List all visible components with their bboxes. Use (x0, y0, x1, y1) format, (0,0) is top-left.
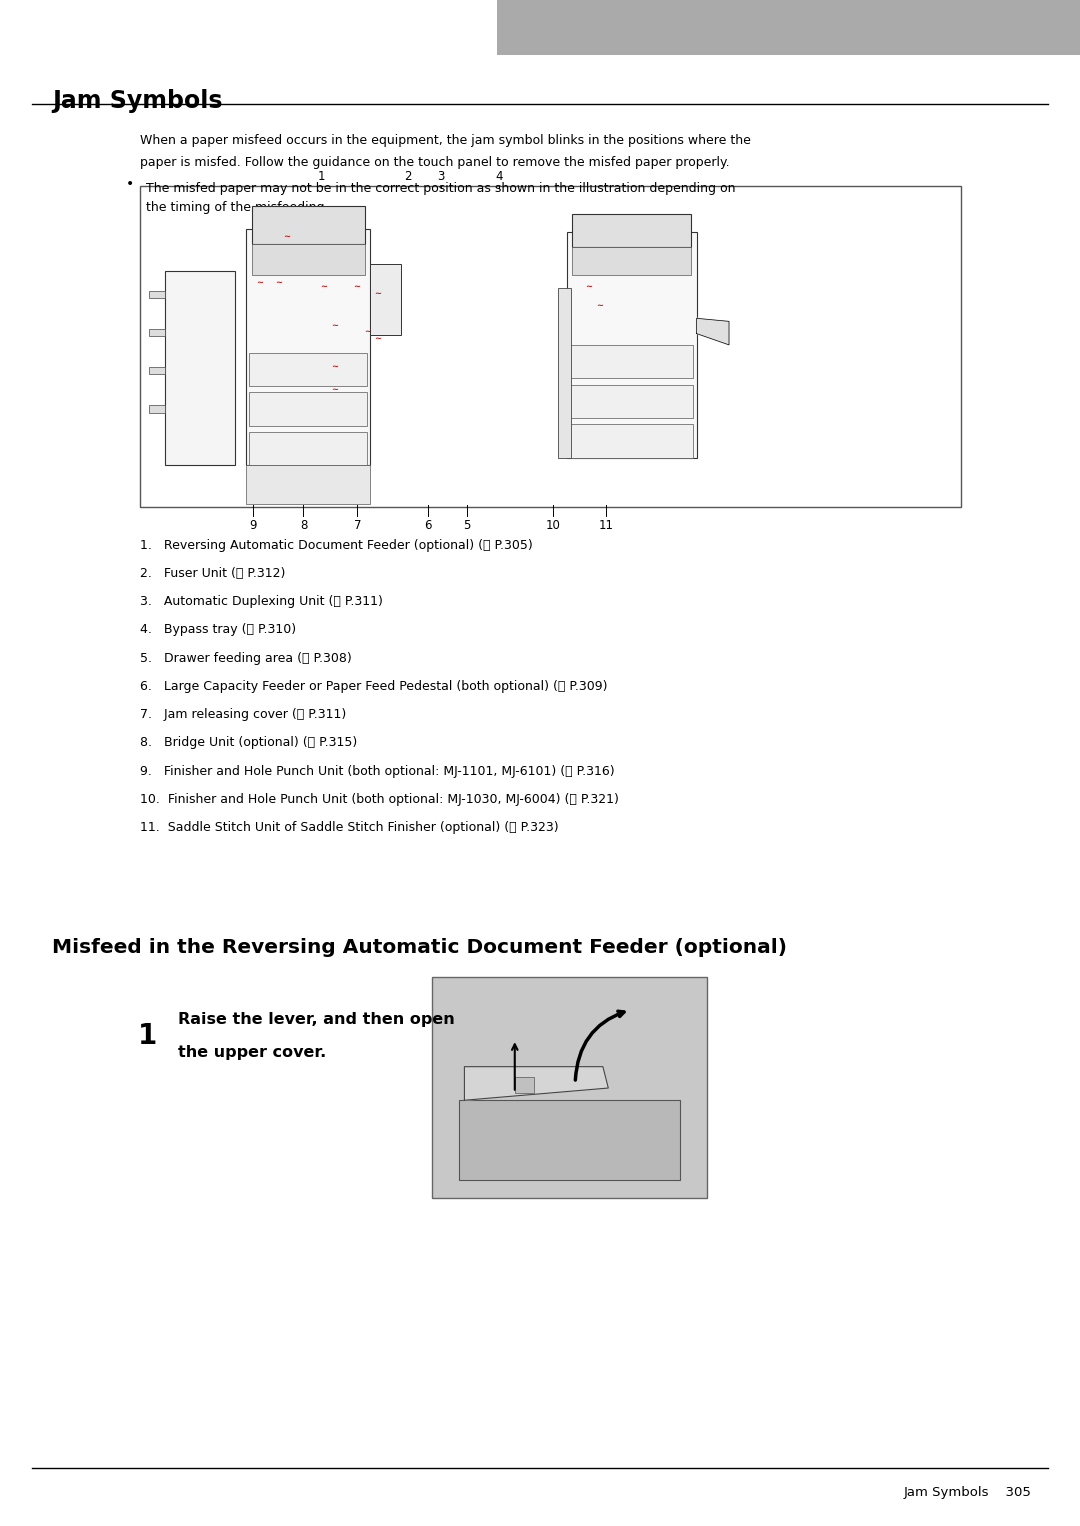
Bar (249, 353, 367, 386)
FancyArrow shape (149, 328, 165, 336)
Text: 8: 8 (300, 519, 307, 533)
Text: ∼: ∼ (332, 362, 338, 371)
Text: ∼: ∼ (283, 232, 289, 241)
Text: ∼: ∼ (596, 301, 603, 310)
Text: 11: 11 (598, 519, 613, 533)
Text: ∼: ∼ (275, 278, 282, 287)
Text: ∼: ∼ (332, 320, 338, 330)
Text: ∼: ∼ (256, 278, 262, 287)
Text: ∼: ∼ (375, 288, 381, 298)
Text: ∼: ∼ (332, 385, 338, 394)
Bar (497, 0, 1080, 55)
Text: Jam Symbols: Jam Symbols (52, 89, 222, 113)
Bar (140, 186, 961, 507)
Text: Jam Symbols    305: Jam Symbols 305 (904, 1486, 1031, 1499)
Bar (459, 1100, 680, 1180)
Bar (558, 288, 571, 458)
Bar (252, 244, 365, 275)
Bar (370, 264, 401, 336)
Text: 9.   Finisher and Hole Punch Unit (both optional: MJ-1101, MJ-6101) (ⓣ P.316): 9. Finisher and Hole Punch Unit (both op… (140, 765, 615, 778)
Text: 10.  Finisher and Hole Punch Unit (both optional: MJ-1030, MJ-6004) (ⓣ P.321): 10. Finisher and Hole Punch Unit (both o… (140, 794, 619, 806)
Text: When a paper misfeed occurs in the equipment, the jam symbol blinks in the posit: When a paper misfeed occurs in the equip… (140, 134, 752, 148)
Bar (249, 392, 367, 426)
Polygon shape (697, 319, 729, 345)
Text: 2.   Fuser Unit (ⓣ P.312): 2. Fuser Unit (ⓣ P.312) (140, 566, 286, 580)
Text: 6: 6 (424, 519, 431, 533)
Text: Raise the lever, and then open: Raise the lever, and then open (178, 1012, 455, 1027)
Text: ∼: ∼ (364, 327, 370, 336)
Bar (432, 977, 707, 1198)
Text: 3.   Automatic Duplexing Unit (ⓣ P.311): 3. Automatic Duplexing Unit (ⓣ P.311) (140, 595, 383, 609)
Polygon shape (464, 1067, 608, 1100)
Bar (246, 229, 370, 465)
Bar (572, 214, 691, 247)
Text: ∼: ∼ (585, 282, 592, 291)
FancyArrow shape (149, 404, 165, 412)
Bar (249, 432, 367, 465)
Text: 4.   Bypass tray (ⓣ P.310): 4. Bypass tray (ⓣ P.310) (140, 623, 297, 636)
Text: 1: 1 (138, 1022, 158, 1050)
Text: the upper cover.: the upper cover. (178, 1045, 326, 1061)
Text: 2: 2 (405, 169, 411, 183)
Text: 7.   Jam releasing cover (ⓣ P.311): 7. Jam releasing cover (ⓣ P.311) (140, 708, 347, 722)
Bar (570, 345, 693, 378)
Text: 5: 5 (463, 519, 470, 533)
Text: The misfed paper may not be in the correct position as shown in the illustration: The misfed paper may not be in the corre… (146, 182, 735, 195)
Text: 1: 1 (319, 169, 325, 183)
Text: Misfeed in the Reversing Automatic Document Feeder (optional): Misfeed in the Reversing Automatic Docum… (52, 938, 787, 957)
Bar (252, 206, 365, 244)
Bar (246, 465, 370, 504)
Text: ∼: ∼ (321, 282, 327, 291)
Bar (567, 232, 697, 458)
Text: •: • (126, 177, 135, 191)
FancyArrow shape (149, 290, 165, 298)
Bar (570, 385, 693, 418)
Bar (572, 247, 691, 275)
Text: 6.   Large Capacity Feeder or Paper Feed Pedestal (both optional) (ⓣ P.309): 6. Large Capacity Feeder or Paper Feed P… (140, 681, 608, 693)
Text: 10: 10 (545, 519, 561, 533)
Text: 8.   Bridge Unit (optional) (ⓣ P.315): 8. Bridge Unit (optional) (ⓣ P.315) (140, 736, 357, 749)
Text: 1.   Reversing Automatic Document Feeder (optional) (ⓣ P.305): 1. Reversing Automatic Document Feeder (… (140, 539, 534, 552)
Bar (570, 424, 693, 458)
Text: 7: 7 (354, 519, 361, 533)
Text: 3: 3 (437, 169, 444, 183)
Bar (515, 1077, 535, 1093)
Text: ∼: ∼ (375, 334, 381, 343)
Text: 9: 9 (249, 519, 256, 533)
Bar (165, 272, 235, 465)
Text: the timing of the misfeeding.: the timing of the misfeeding. (146, 201, 328, 215)
Text: 11.  Saddle Stitch Unit of Saddle Stitch Finisher (optional) (ⓣ P.323): 11. Saddle Stitch Unit of Saddle Stitch … (140, 821, 559, 835)
Text: 5.   Drawer feeding area (ⓣ P.308): 5. Drawer feeding area (ⓣ P.308) (140, 652, 352, 665)
Text: 4: 4 (496, 169, 502, 183)
Text: ∼: ∼ (353, 282, 360, 291)
Text: paper is misfed. Follow the guidance on the touch panel to remove the misfed pap: paper is misfed. Follow the guidance on … (140, 156, 730, 169)
FancyArrow shape (149, 366, 165, 374)
